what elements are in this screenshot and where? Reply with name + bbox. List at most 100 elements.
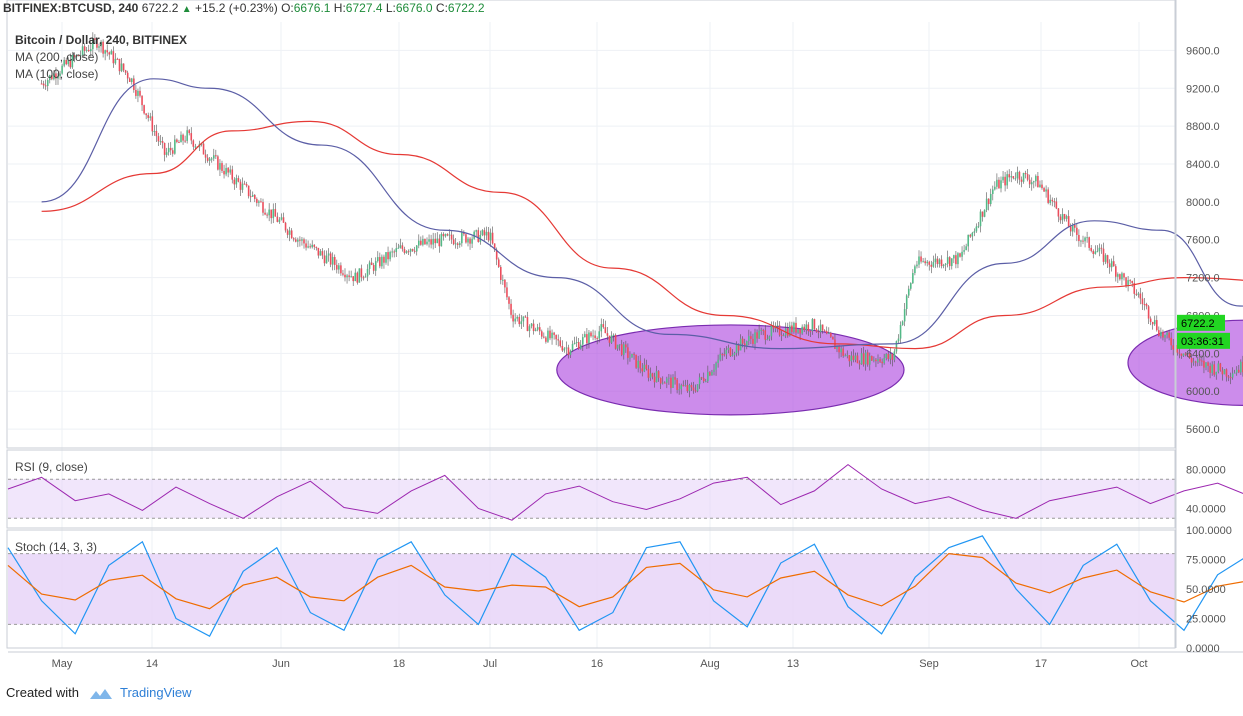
candle-body (647, 369, 650, 378)
candle-body (733, 353, 736, 355)
candle-body (588, 332, 590, 344)
price-tick-label: 6400.0 (1186, 348, 1220, 360)
candle-body (487, 231, 490, 241)
candle-body (389, 252, 391, 260)
bands (8, 478, 1175, 625)
x-tick-label: Aug (700, 658, 720, 670)
candle-body (51, 75, 53, 80)
candle-body (1035, 175, 1037, 182)
candle-body (1178, 352, 1181, 354)
candle-body (1063, 214, 1066, 219)
candle-body (1051, 199, 1054, 202)
candle-body (456, 243, 459, 245)
candle-body (928, 261, 931, 265)
ma200-legend[interactable]: MA (200, close) (15, 50, 99, 64)
close-label: C: (435, 1, 448, 15)
candle-body (815, 329, 818, 332)
candle-body (614, 334, 617, 349)
candle-body (1184, 353, 1187, 355)
candle-body (1047, 189, 1049, 203)
open-value: 6676.1 (293, 1, 331, 15)
candle-body (848, 355, 851, 362)
price-tick-label: 8000.0 (1186, 197, 1220, 209)
candle-body (766, 339, 769, 341)
candle-body (1162, 331, 1164, 338)
candle-body (165, 152, 168, 155)
candle-body (430, 239, 432, 245)
candle-body (743, 343, 746, 347)
candle-body (629, 357, 631, 359)
candle-body (370, 262, 373, 265)
candle-body (399, 245, 402, 248)
candle-body (864, 352, 867, 365)
candle-body (987, 198, 990, 205)
candle-body (104, 50, 106, 54)
rsi-band (8, 479, 1175, 519)
candle-body (1192, 361, 1195, 363)
candle-body (1041, 184, 1043, 189)
candle-body (670, 377, 672, 388)
candle-body (299, 239, 301, 241)
candle-body (969, 234, 972, 237)
candle-body (243, 183, 246, 185)
candle-body (690, 385, 693, 388)
candle-body (311, 244, 313, 248)
stoch-legend[interactable]: Stoch (14, 3, 3) (15, 540, 98, 554)
rsi-legend[interactable]: RSI (9, close) (15, 460, 88, 474)
candle-body (1160, 331, 1162, 336)
candle-body (465, 234, 467, 243)
candle-body (46, 80, 49, 86)
candle-body (401, 245, 404, 250)
candle-body (948, 257, 951, 267)
candle-body (1080, 240, 1082, 242)
candle-body (1006, 174, 1008, 186)
candle-body (760, 329, 762, 331)
candle-body (696, 384, 699, 392)
candle-body (485, 231, 488, 236)
candle-body (385, 252, 387, 263)
candle-body (461, 232, 463, 244)
candle-body (518, 316, 521, 325)
price-tick-label: 5600.0 (1186, 424, 1220, 436)
candle-body (1045, 189, 1047, 192)
candle-body (832, 336, 834, 340)
ma100-legend[interactable]: MA (100, close) (15, 67, 99, 81)
candle-body (1090, 247, 1092, 251)
candle-body (627, 347, 629, 358)
candle-body (668, 377, 670, 379)
candle-body (985, 198, 988, 210)
candle-body (1028, 179, 1031, 185)
candle-body (1043, 188, 1045, 192)
candle-body (241, 183, 244, 190)
tradingview-link[interactable]: TradingView (120, 685, 192, 700)
candle-body (477, 230, 480, 242)
candle-body (219, 163, 221, 170)
candle-body (653, 376, 656, 383)
price-tick-label: 7600.0 (1186, 235, 1220, 247)
candle-body (577, 342, 580, 349)
candle-body (204, 154, 207, 158)
candle-body (616, 344, 619, 349)
candle-body (176, 139, 178, 142)
candle-body (598, 331, 600, 339)
candle-body (871, 355, 873, 361)
candle-body (317, 247, 320, 256)
candle-body (1125, 277, 1127, 286)
candle-body (778, 325, 781, 335)
candle-body (725, 349, 728, 355)
candle-body (135, 89, 137, 96)
candle-body (901, 321, 904, 326)
candle-body (840, 348, 842, 353)
candle-body (321, 251, 324, 256)
candle-body (1209, 365, 1211, 373)
candle-body (1221, 370, 1224, 375)
candle-body (483, 230, 486, 236)
candle-body (850, 355, 853, 362)
candle-body (1217, 363, 1220, 372)
candle-body (772, 325, 775, 329)
candle-body (811, 319, 814, 332)
ma200-line (41, 120, 1243, 350)
candle-body (618, 344, 621, 346)
candle-body (649, 373, 652, 378)
